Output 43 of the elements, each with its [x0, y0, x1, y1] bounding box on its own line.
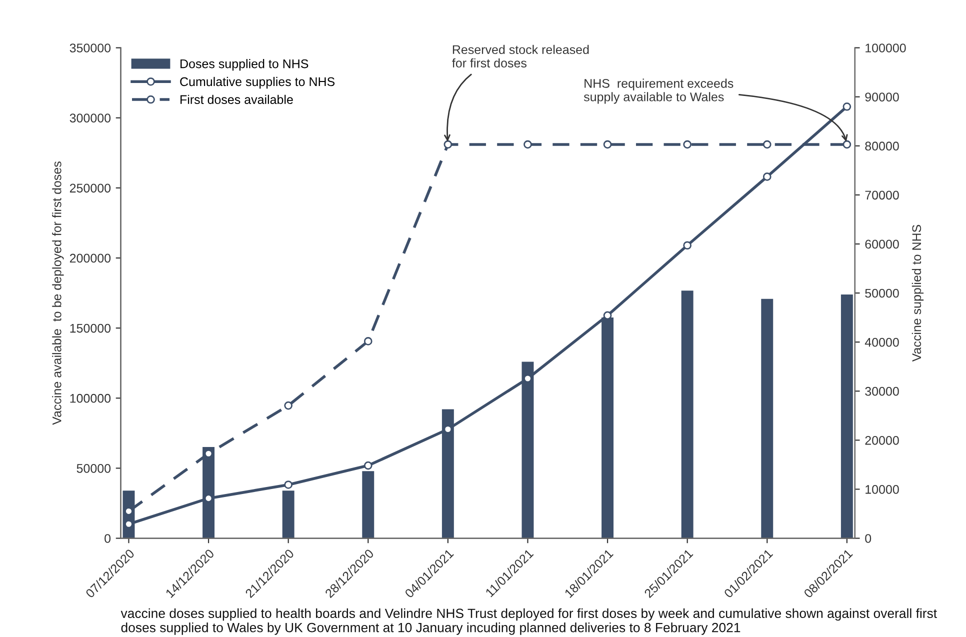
text: vaccine doses supplied to health boards and Velindre NHS Trust deployed for first doses by week and cumulative shown against overall first doses supplied to Wales by UK Government at 10 January incuding planned deliveries to 8 February 2021 — [120, 608, 937, 635]
point — [284, 401, 292, 410]
y-tick-label: 50000 — [76, 464, 111, 473]
y2-tick-label: 50000 — [865, 288, 899, 298]
y-tick-label: 250000 — [70, 184, 111, 193]
point — [364, 461, 372, 470]
point — [683, 140, 692, 149]
y2-tick-label: 80000 — [865, 142, 899, 151]
y-tick-label: 300000 — [70, 114, 111, 122]
y2-tick-label: 20000 — [865, 436, 899, 445]
point — [842, 140, 852, 149]
point — [444, 140, 452, 149]
y2-tick-label: 70000 — [865, 190, 899, 200]
bar — [761, 298, 774, 538]
y2-tick-label: 30000 — [865, 386, 899, 396]
point — [762, 172, 772, 181]
point — [762, 140, 772, 149]
annotation: NHS requirement exceeds supply available to Wales — [584, 78, 734, 104]
point — [842, 102, 852, 111]
bar — [840, 294, 853, 538]
y2-tick-label: 40000 — [864, 338, 899, 347]
point — [524, 140, 532, 149]
y-tick-label: 0 — [104, 534, 111, 543]
y-axis-title: Vaccine available to be deployed for first doses — [52, 162, 64, 425]
y-tick-label: 350000 — [70, 44, 111, 52]
y2-tick-label: 90000 — [865, 92, 899, 102]
legend-label: Cumulative supplies to NHS — [180, 76, 335, 89]
y-tick-label: 200000 — [70, 254, 111, 263]
point — [683, 241, 692, 250]
y2-tick-label: 60000 — [865, 240, 899, 249]
y2-axis-title: Vaccine supplied to NHS — [912, 224, 924, 362]
point — [364, 337, 372, 346]
y2-tick-label: 100000 — [866, 44, 906, 52]
y-tick-label: 100000 — [70, 394, 111, 403]
point — [603, 140, 612, 149]
y2-tick-label: 10000 — [866, 485, 899, 494]
y2-tick-label: 0 — [865, 534, 872, 543]
legend-label: First doses available — [180, 94, 293, 104]
annotation: Reserved stock released for first doses — [452, 44, 589, 68]
legend-label: Doses supplied to NHS — [180, 59, 308, 71]
bar — [681, 290, 694, 538]
point — [284, 480, 292, 489]
y-tick-label: 150000 — [70, 324, 111, 333]
